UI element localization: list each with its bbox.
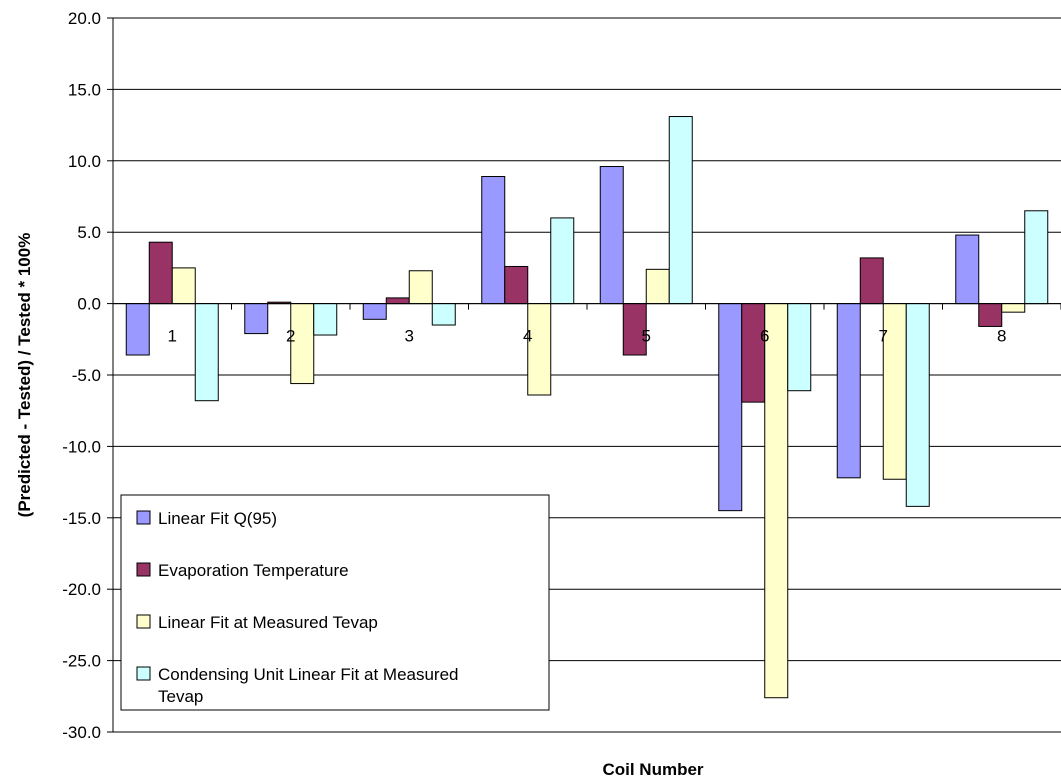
y-tick-label: 0.0 <box>77 295 101 314</box>
category-label: 8 <box>997 327 1006 346</box>
legend-swatch <box>136 614 151 629</box>
legend-swatch <box>136 666 151 681</box>
bar-3-coil-1 <box>171 267 196 305</box>
bar-3-coil-4 <box>527 303 552 396</box>
legend-label: Linear Fit Q(95) <box>158 509 277 528</box>
bar-2-coil-7 <box>859 257 884 305</box>
bar-3-coil-8 <box>1001 303 1026 313</box>
y-tick-label: -20.0 <box>62 580 101 599</box>
bar-1-coil-4 <box>481 176 506 305</box>
category-label: 2 <box>286 327 295 346</box>
bar-1-coil-8 <box>955 234 980 305</box>
bar-4-coil-5 <box>668 116 693 305</box>
axes <box>112 18 1061 732</box>
bar-4-coil-8 <box>1024 210 1049 305</box>
legend-label: Condensing Unit Linear Fit at Measured Te… <box>158 665 459 706</box>
category-label: 6 <box>760 327 769 346</box>
y-tick-label: -25.0 <box>62 652 101 671</box>
bar-1-coil-3 <box>362 303 387 320</box>
legend-swatch <box>136 510 151 525</box>
y-tick-label: -5.0 <box>72 366 101 385</box>
y-tick-label: 20.0 <box>68 9 101 28</box>
y-tick-labels: 20.0 15.0 10.0 5.0 0.0 -5.0 -10.0 -15.0 -20.0 -25… <box>62 9 101 742</box>
bar-3-coil-6 <box>764 303 789 699</box>
legend: Linear Fit Q(95) Evaporation Temperature L… <box>120 494 550 711</box>
legend-swatch <box>136 562 151 577</box>
bar-4-coil-4 <box>550 217 575 305</box>
bar-3-coil-5 <box>645 268 670 305</box>
bar-1-coil-1 <box>125 303 150 356</box>
bar-2-coil-4 <box>504 265 529 305</box>
bar-4-coil-1 <box>194 303 219 402</box>
category-label: 3 <box>405 327 414 346</box>
legend-label: Evaporation Temperature <box>158 561 349 580</box>
legend-box <box>120 494 550 711</box>
bar-1-coil-7 <box>836 303 861 479</box>
category-label: 5 <box>642 327 651 346</box>
bar-1-coil-2 <box>244 303 269 335</box>
bar-4-coil-6 <box>787 303 812 392</box>
category-label: 4 <box>523 327 532 346</box>
x-axis-title: Coil Number <box>602 760 703 779</box>
y-tick-label: 10.0 <box>68 152 101 171</box>
y-tick-label: -30.0 <box>62 723 101 742</box>
y-tick-label: 5.0 <box>77 223 101 242</box>
category-label: 1 <box>168 327 177 346</box>
legend-label: Linear Fit at Measured Tevap <box>158 613 378 632</box>
bar-2-coil-8 <box>978 303 1003 327</box>
bar-4-coil-2 <box>313 303 338 336</box>
y-tick-label: -10.0 <box>62 437 101 456</box>
bars <box>125 116 1049 699</box>
y-tick-label: -15.0 <box>62 509 101 528</box>
category-label: 7 <box>879 327 888 346</box>
bar-1-coil-6 <box>718 303 743 512</box>
bar-2-coil-6 <box>741 303 766 403</box>
bar-3-coil-3 <box>408 270 433 305</box>
bar-4-coil-3 <box>431 303 456 326</box>
y-axis-title: (Predicted - Tested) / Tested * 100% <box>15 233 34 518</box>
y-tick-label: 15.0 <box>68 80 101 99</box>
bar-2-coil-3 <box>385 297 410 305</box>
bar-2-coil-1 <box>148 241 173 305</box>
category-labels: 1 2 3 4 5 6 7 8 <box>168 327 1007 346</box>
bar-1-coil-5 <box>599 166 624 305</box>
bar-4-coil-7 <box>905 303 930 507</box>
